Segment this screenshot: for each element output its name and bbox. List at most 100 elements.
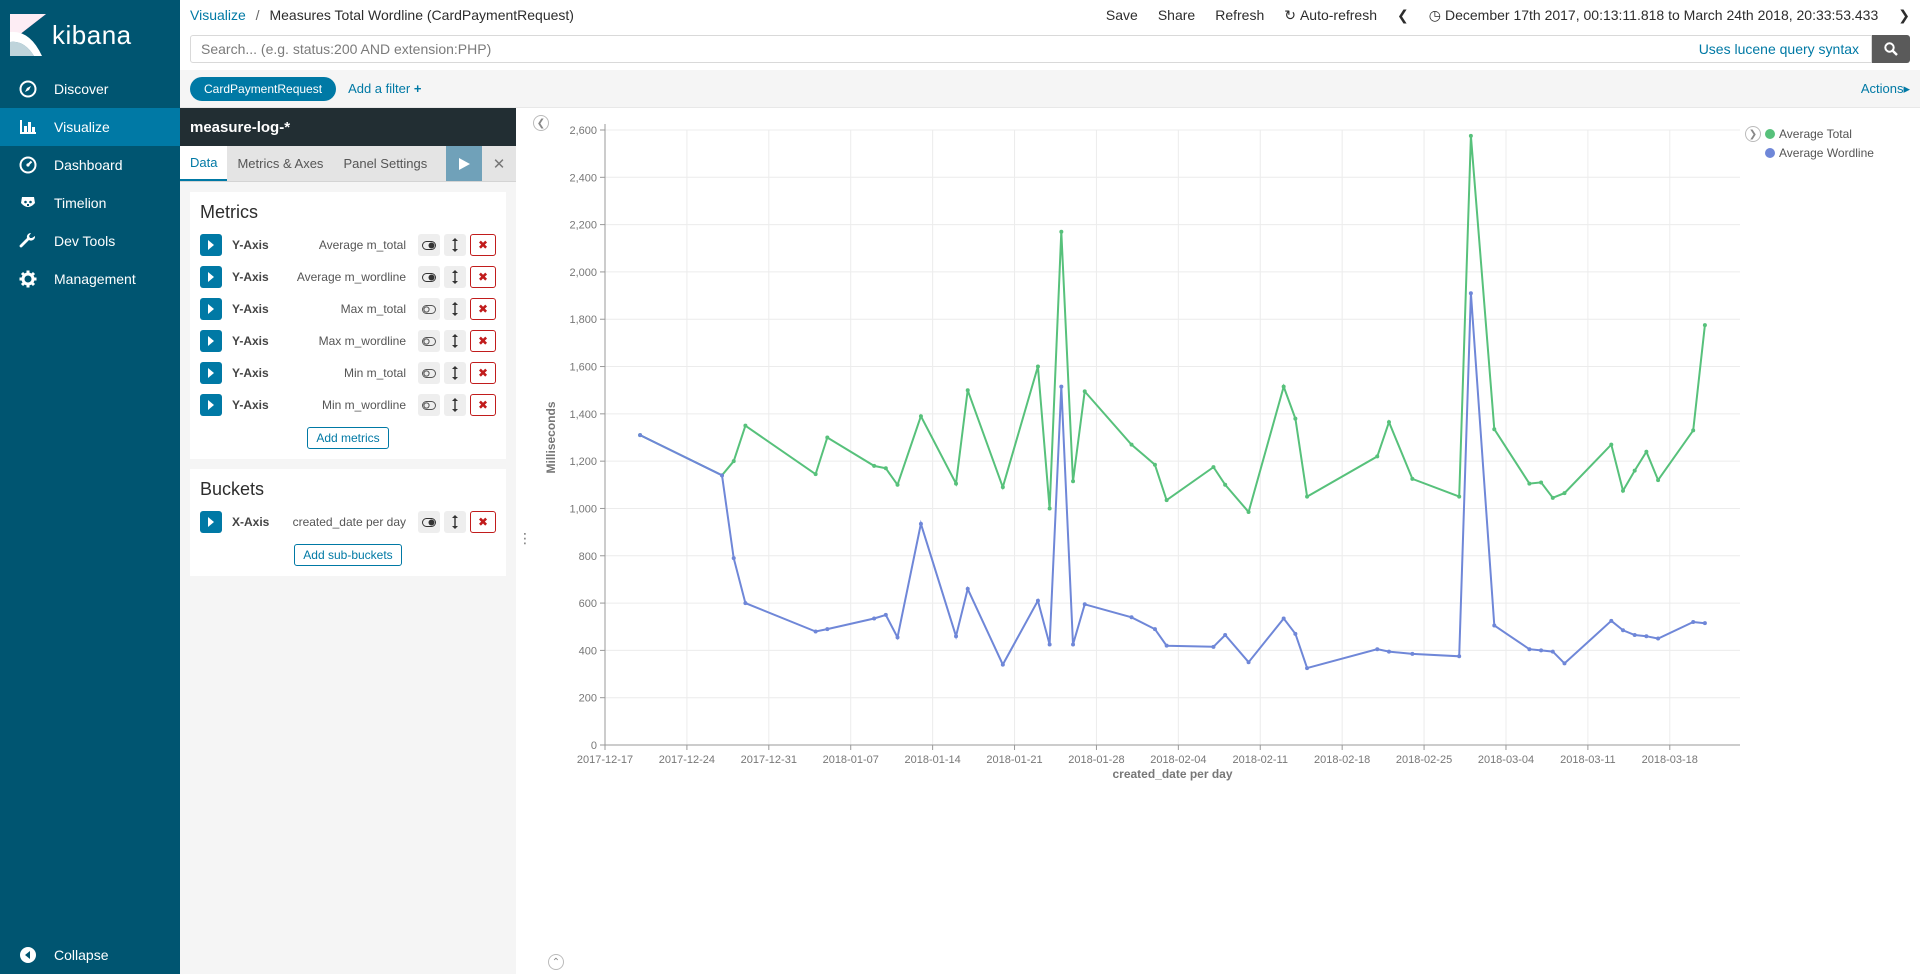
data-point[interactable]	[1211, 644, 1216, 649]
auto-refresh-button[interactable]: ↻ Auto-refresh	[1274, 7, 1387, 24]
apply-changes-button[interactable]	[446, 146, 482, 181]
data-point[interactable]	[1035, 364, 1040, 369]
search-input[interactable]	[191, 36, 1687, 62]
data-point[interactable]	[918, 521, 923, 526]
data-point[interactable]	[1457, 494, 1462, 499]
data-point[interactable]	[1000, 485, 1005, 490]
data-point[interactable]	[1410, 651, 1415, 656]
time-next-button[interactable]: ❯	[1888, 7, 1910, 24]
data-point[interactable]	[720, 473, 725, 478]
tab-data[interactable]: Data	[180, 146, 228, 181]
data-point[interactable]	[1000, 662, 1005, 667]
data-point[interactable]	[1620, 628, 1625, 633]
data-point[interactable]	[1293, 416, 1298, 421]
data-point[interactable]	[1656, 636, 1661, 641]
data-point[interactable]	[1691, 620, 1696, 624]
toggle-metric-button[interactable]	[418, 330, 440, 352]
data-point[interactable]	[1468, 291, 1473, 296]
data-point[interactable]	[1211, 465, 1216, 470]
data-point[interactable]	[895, 482, 900, 487]
data-point[interactable]	[1691, 428, 1696, 433]
data-point[interactable]	[813, 472, 818, 477]
remove-metric-button[interactable]: ✖	[470, 330, 496, 352]
data-point[interactable]	[883, 466, 888, 471]
add-filter-link[interactable]: Add a filter +	[348, 81, 421, 96]
toggle-metric-button[interactable]	[418, 234, 440, 256]
refresh-button[interactable]: Refresh	[1215, 7, 1265, 23]
filter-actions-link[interactable]: Actions▸	[1861, 81, 1910, 97]
toggle-spy-panel-icon[interactable]: ⌃	[548, 954, 564, 970]
add-metrics-button[interactable]: Add metrics	[307, 427, 389, 449]
data-point[interactable]	[1539, 648, 1544, 653]
data-point[interactable]	[638, 433, 643, 438]
data-point[interactable]	[825, 627, 830, 632]
remove-metric-button[interactable]: ✖	[470, 234, 496, 256]
data-point[interactable]	[1375, 454, 1380, 459]
expand-metric-button[interactable]	[200, 394, 222, 416]
data-point[interactable]	[1071, 642, 1076, 647]
nav-item-dashboard[interactable]: Dashboard	[0, 146, 180, 184]
data-point[interactable]	[1386, 649, 1391, 654]
data-point[interactable]	[1609, 442, 1614, 447]
tab-metrics-axes[interactable]: Metrics & Axes	[237, 156, 324, 171]
data-point[interactable]	[1410, 476, 1415, 481]
data-point[interactable]	[1281, 384, 1286, 389]
expand-metric-button[interactable]	[200, 298, 222, 320]
data-point[interactable]	[1035, 598, 1040, 603]
lucene-syntax-link[interactable]: Uses lucene query syntax	[1698, 41, 1859, 57]
time-prev-button[interactable]: ❮	[1387, 7, 1419, 24]
data-point[interactable]	[1305, 494, 1310, 499]
data-point[interactable]	[1562, 491, 1567, 496]
reorder-metric-button[interactable]	[444, 266, 466, 288]
data-point[interactable]	[1246, 510, 1251, 515]
data-point[interactable]	[1164, 643, 1169, 648]
data-point[interactable]	[1164, 498, 1169, 503]
data-point[interactable]	[1129, 615, 1134, 620]
reorder-bucket-button[interactable]	[444, 511, 466, 533]
remove-metric-button[interactable]: ✖	[470, 362, 496, 384]
discard-changes-button[interactable]: ✕	[482, 146, 516, 181]
time-picker-button[interactable]: ◷ December 17th 2017, 00:13:11.818 to Mar…	[1419, 7, 1889, 24]
search-submit-button[interactable]	[1872, 35, 1910, 63]
expand-metric-button[interactable]	[200, 234, 222, 256]
nav-item-dev-tools[interactable]: Dev Tools	[0, 222, 180, 260]
data-point[interactable]	[1129, 442, 1134, 447]
data-point[interactable]	[1644, 449, 1649, 454]
expand-metric-button[interactable]	[200, 330, 222, 352]
data-point[interactable]	[954, 634, 959, 639]
data-point[interactable]	[731, 459, 736, 464]
data-point[interactable]	[1620, 488, 1625, 493]
data-point[interactable]	[872, 463, 877, 468]
reorder-metric-button[interactable]	[444, 394, 466, 416]
toggle-metric-button[interactable]	[418, 298, 440, 320]
data-point[interactable]	[1562, 661, 1567, 666]
save-button[interactable]: Save	[1105, 7, 1138, 23]
data-point[interactable]	[1644, 634, 1649, 639]
data-point[interactable]	[1386, 420, 1391, 425]
remove-metric-button[interactable]: ✖	[470, 394, 496, 416]
data-point[interactable]	[965, 388, 970, 393]
share-button[interactable]: Share	[1157, 7, 1196, 23]
legend-item[interactable]: Average Total	[1765, 124, 1874, 143]
breadcrumb-visualize-link[interactable]: Visualize	[190, 7, 246, 23]
remove-metric-button[interactable]: ✖	[470, 298, 496, 320]
data-point[interactable]	[1527, 647, 1532, 652]
sidebar-resize-handle[interactable]: ⋮	[518, 530, 532, 546]
data-point[interactable]	[1656, 478, 1661, 483]
data-point[interactable]	[1550, 495, 1555, 500]
data-point[interactable]	[1152, 462, 1157, 467]
nav-item-management[interactable]: Management	[0, 260, 180, 298]
data-point[interactable]	[1223, 633, 1228, 638]
reorder-metric-button[interactable]	[444, 362, 466, 384]
data-point[interactable]	[1305, 666, 1310, 671]
data-point[interactable]	[825, 435, 830, 440]
data-point[interactable]	[1702, 621, 1707, 626]
nav-collapse-button[interactable]: Collapse	[0, 936, 180, 974]
reorder-metric-button[interactable]	[444, 234, 466, 256]
toggle-metric-button[interactable]	[418, 362, 440, 384]
nav-item-timelion[interactable]: Timelion	[0, 184, 180, 222]
data-point[interactable]	[743, 423, 748, 428]
data-point[interactable]	[1047, 642, 1052, 647]
data-point[interactable]	[1293, 631, 1298, 636]
data-point[interactable]	[883, 612, 888, 617]
